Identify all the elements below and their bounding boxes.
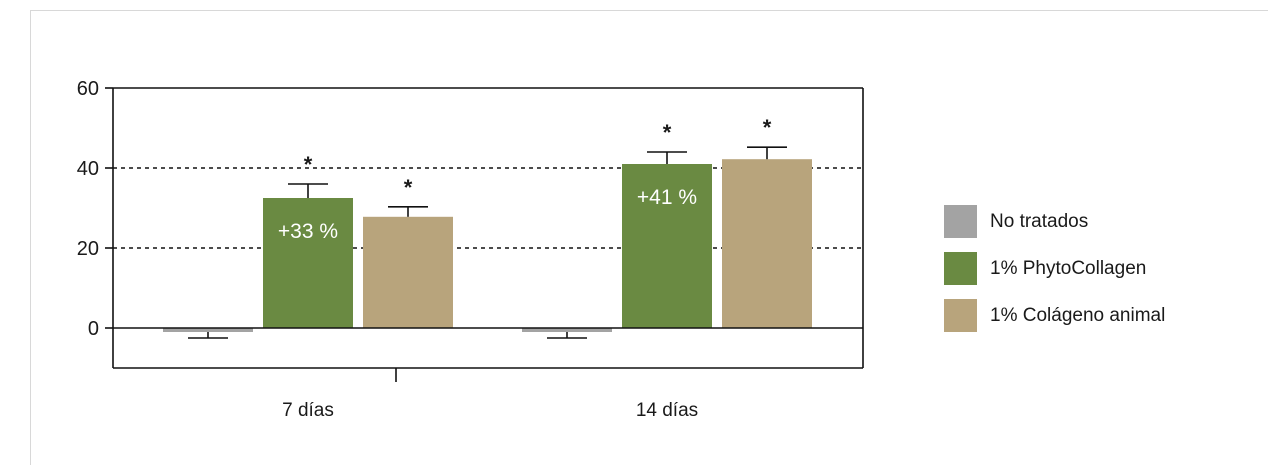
bar-label: +41 % (637, 186, 697, 209)
legend-label: 1% PhytoCollagen (990, 257, 1147, 279)
legend-item-colageno-animal: 1% Colágeno animal (944, 292, 1165, 339)
y-tick-label: 20 (77, 238, 99, 260)
y-tick-label: 60 (77, 78, 99, 100)
legend-item-phytocollagen: 1% PhytoCollagen (944, 245, 1165, 292)
legend-swatch (944, 205, 977, 238)
bar-label: +33 % (278, 220, 338, 243)
legend-label: 1% Colágeno animal (990, 304, 1166, 326)
bar (163, 328, 253, 332)
y-tick-label: 40 (77, 158, 99, 180)
legend: No tratados 1% PhytoCollagen 1% Colágeno… (944, 198, 1165, 339)
legend-swatch (944, 299, 977, 332)
category-label: 7 días (282, 400, 334, 421)
legend-swatch (944, 252, 977, 285)
bar (522, 328, 612, 332)
bar (363, 216, 453, 328)
significance-marker: * (404, 175, 413, 200)
legend-label: No tratados (990, 210, 1089, 232)
bar (722, 159, 812, 328)
category-label: 14 días (636, 400, 698, 421)
significance-marker: * (763, 115, 772, 140)
bar (622, 164, 712, 328)
chart-frame (30, 10, 1268, 465)
significance-marker: * (663, 120, 672, 145)
legend-item-no-tratados: No tratados (944, 198, 1165, 245)
y-tick-label: 0 (88, 318, 99, 340)
significance-marker: * (304, 152, 313, 177)
bar (263, 198, 353, 328)
bar-chart: 0 20 40 60 7 días 14 días * * * * +33 % +41 % (77, 78, 864, 421)
